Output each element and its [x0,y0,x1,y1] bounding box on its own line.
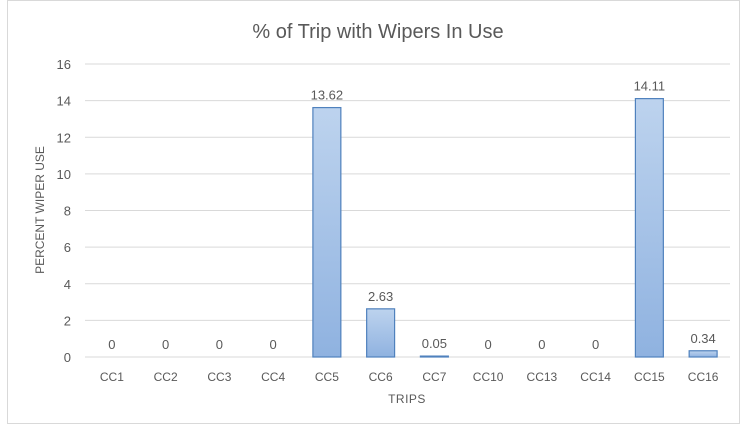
x-tick-label: CC15 [634,370,665,384]
data-label-cc6: 2.63 [368,289,393,304]
data-label-cc15: 14.11 [634,79,666,94]
bar-cc5 [312,106,342,358]
x-axis-ticks: CC1 CC2 CC3 CC4 CC5 CC6 CC7 CC10 CC13 CC14 CC15 CC1… [100,370,719,384]
y-tick-label: 16 [57,57,71,72]
x-tick-label: CC4 [261,370,285,384]
y-tick-label: 4 [64,277,71,292]
x-tick-label: CC13 [527,370,558,384]
data-label-cc10: 0 [485,337,492,352]
data-label-cc14: 0 [592,337,599,352]
x-tick-label: CC5 [315,370,339,384]
x-tick-label: CC16 [688,370,719,384]
y-tick-label: 10 [57,167,71,182]
data-label-cc7: 0.05 [422,336,447,351]
data-labels: 0 0 0 0 13.62 2.63 0.05 0 0 0 14.11 0.34 [108,79,716,352]
x-tick-label: CC6 [369,370,393,384]
gridlines [85,63,730,358]
data-label-cc3: 0 [216,337,223,352]
data-label-cc13: 0 [538,337,545,352]
data-label-cc1: 0 [108,337,115,352]
y-tick-label: 6 [64,240,71,255]
bar-cc15 [634,98,664,358]
data-label-cc16: 0.34 [690,331,715,346]
x-tick-label: CC1 [100,370,124,384]
bar-cc16 [688,350,718,358]
x-tick-label: CC10 [473,370,504,384]
data-label-cc4: 0 [270,337,277,352]
bars [312,98,718,358]
y-axis-title: PERCENT WIPER USE [33,146,47,274]
y-tick-label: 12 [57,130,71,145]
y-tick-label: 0 [64,350,71,365]
data-label-cc5: 13.62 [311,88,344,103]
y-axis-ticks: 0 2 4 6 8 10 12 14 16 [57,57,71,365]
bar-cc7 [419,355,449,358]
x-tick-label: CC14 [580,370,611,384]
bar-cc6 [366,308,396,358]
chart-title: % of Trip with Wipers In Use [252,21,503,43]
y-tick-label: 14 [57,94,71,109]
x-tick-label: CC7 [422,370,446,384]
x-tick-label: CC3 [207,370,231,384]
data-label-cc2: 0 [162,337,169,352]
y-tick-label: 2 [64,313,71,328]
y-tick-label: 8 [64,204,71,219]
x-axis-title: TRIPS [388,392,426,406]
x-tick-label: CC2 [154,370,178,384]
